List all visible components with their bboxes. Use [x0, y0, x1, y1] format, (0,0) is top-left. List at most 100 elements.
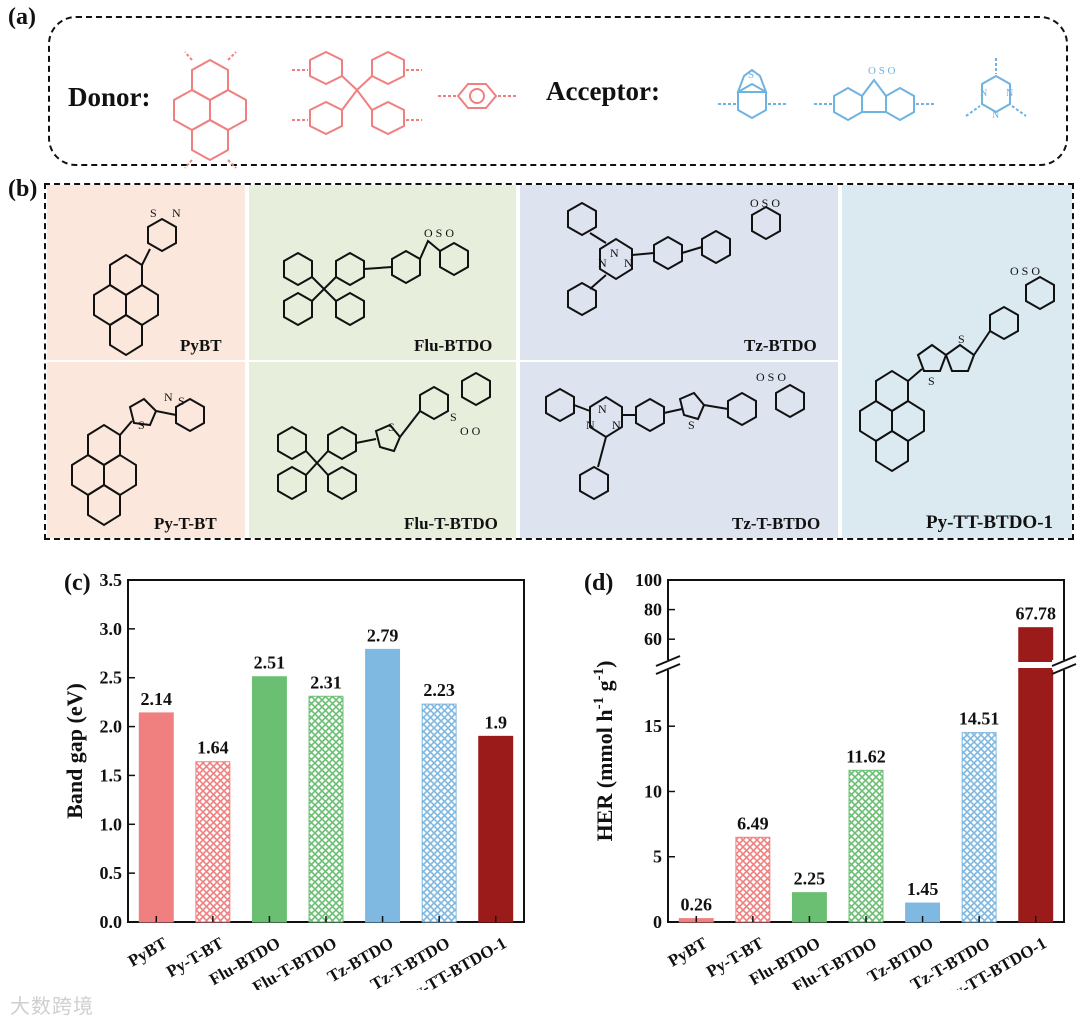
svg-text:N: N [624, 256, 633, 270]
band-gap-y-tick-label: 0.0 [100, 912, 123, 932]
her-data-label-flu-t-btdo: 11.62 [846, 746, 886, 766]
pybt-structure-icon [93, 217, 177, 357]
svg-text:S: S [388, 420, 395, 434]
svg-text:O S O: O S O [756, 370, 786, 384]
her-data-label-py-tt-btdo-1: 67.78 [1015, 604, 1056, 624]
her-y-axis-label-part: -1 [591, 697, 607, 710]
pyrene-donor-icon [173, 51, 247, 169]
band-gap-y-axis-label: Band gap (eV) [62, 683, 87, 819]
svg-text:S: S [150, 206, 157, 220]
her-y-tick-label: 80 [644, 600, 662, 620]
py-t-bt-structure-icon [71, 397, 205, 527]
her-data-label-tz-btdo: 1.45 [907, 879, 939, 899]
svg-text:O S O: O S O [424, 226, 454, 240]
her-y-axis-label-part: -1 [591, 668, 607, 681]
donor-label: Donor: [68, 82, 151, 112]
tz-btdo-structure-icon [567, 201, 781, 317]
band-gap-bar-py-tt-btdo-1 [478, 735, 514, 923]
band-gap-y-tick-label: 1.5 [100, 765, 123, 785]
svg-text:N: N [1006, 88, 1013, 99]
her-axis-break-mark [1051, 655, 1077, 667]
svg-text:S: S [688, 418, 695, 432]
band-gap-y-tick-label: 3.0 [100, 619, 123, 639]
her-axis-break-gap [670, 662, 1062, 668]
building-blocks-box [48, 16, 1068, 166]
her-chart: 05101560801000.26PyBT6.49Py-T-BT2.25Flu-… [591, 570, 1077, 990]
her-y-tick-label: 15 [644, 716, 662, 736]
dibenzothiophene-sulfone-acceptor-icon [814, 78, 934, 122]
acceptor-s-atom: S [748, 69, 754, 81]
her-data-label-pybt: 0.26 [681, 895, 713, 915]
her-y-tick-label: 10 [644, 781, 662, 801]
her-axis-break-mask [656, 660, 680, 670]
panel-a-label: (a) [8, 4, 36, 30]
band-gap-data-label-tz-btdo: 2.79 [367, 625, 399, 645]
svg-text:N: N [172, 206, 181, 220]
spirobifluorene-donor-icon [292, 50, 422, 136]
band-gap-chart: 0.0 0.5 1.0 1.5 2.0 2.5 3.0 3.5 Band gap (eV) 2.1… [62, 570, 525, 990]
flu-t-btdo-structure-icon [277, 371, 491, 501]
svg-text:N: N [992, 110, 999, 121]
band-gap-y-tick-label: 3.5 [100, 570, 123, 590]
band-gap-bar-flu-btdo [251, 676, 287, 923]
her-axis-break-mask [1052, 660, 1076, 670]
watermark: 大数跨境 [10, 994, 94, 1018]
triazine-n-atoms: N [980, 88, 987, 99]
svg-text:N: N [586, 418, 595, 432]
structure-name-pybt: PyBT [180, 336, 222, 355]
band-gap-y-tick-label: 0.5 [100, 863, 123, 883]
her-bar-flu-t-btdo [848, 769, 884, 923]
svg-text:S: S [178, 394, 185, 408]
benzothiadiazole-acceptor-icon [718, 68, 786, 120]
her-axis-break-mark [655, 655, 681, 667]
svg-text:O S O: O S O [1010, 264, 1040, 278]
band-gap-data-label-py-tt-btdo-1: 1.9 [484, 712, 507, 732]
band-gap-bar-tz-btdo [365, 648, 401, 923]
her-y-axis-label-part: HER (mmol h [592, 709, 617, 841]
svg-text:S: S [928, 374, 935, 388]
panel-c-label: (c) [64, 570, 91, 596]
svg-text:N: N [612, 418, 621, 432]
band-gap-data-label-pybt: 2.14 [141, 689, 173, 709]
building-block-structures: S O S O N N N [173, 50, 1027, 169]
svg-text:N: N [598, 256, 607, 270]
panel-b-label: (b) [8, 176, 38, 202]
tz-t-btdo-structure-icon [545, 383, 805, 501]
band-gap-y-tick-label: 1.0 [100, 814, 123, 834]
acceptor-label: Acceptor: [546, 76, 660, 106]
her-y-tick-label: 0 [653, 912, 662, 932]
structure-name-flu-btdo: Flu-BTDO [414, 336, 493, 355]
svg-text:N: N [610, 246, 619, 260]
panel-d-label: (d) [584, 570, 614, 596]
structure-name-tz-t-btdo: Tz-T-BTDO [732, 514, 821, 533]
band-gap-y-tick-label: 2.5 [100, 668, 123, 688]
her-axis-break-mark [1051, 663, 1077, 675]
structure-name-tz-btdo: Tz-BTDO [744, 336, 817, 355]
band-gap-data-label-tz-t-btdo: 2.23 [423, 680, 455, 700]
benzene-donor-icon [438, 83, 516, 109]
her-data-label-flu-btdo: 2.25 [794, 869, 826, 889]
her-y-tick-label: 5 [653, 847, 662, 867]
her-bar-py-t-bt [735, 836, 771, 923]
svg-text:S: S [138, 418, 145, 432]
her-data-label-tz-t-btdo: 14.51 [959, 709, 1000, 729]
her-axis-break-mark [655, 663, 681, 675]
her-y-axis-label-part: ) [592, 661, 617, 668]
triazine-acceptor-icon [965, 58, 1027, 117]
svg-text:S: S [450, 410, 457, 424]
band-gap-data-label-flu-t-btdo: 2.31 [310, 672, 342, 692]
svg-text:N: N [598, 402, 607, 416]
svg-text:S: S [958, 332, 965, 346]
structure-name-py-t-bt: Py-T-BT [154, 514, 217, 533]
acceptor-so2-atoms: O S O [868, 65, 896, 77]
band-gap-bar-py-t-bt [195, 761, 231, 923]
band-gap-data-label-py-t-bt: 1.64 [197, 738, 229, 758]
band-gap-bar-flu-t-btdo [308, 695, 344, 923]
band-gap-data-label-flu-btdo: 2.51 [254, 653, 286, 673]
band-gap-bar-tz-t-btdo [421, 703, 457, 923]
structure-name-flu-t-btdo: Flu-T-BTDO [404, 514, 498, 533]
svg-text:O O: O O [460, 424, 481, 438]
her-y-axis-label-part: g [592, 680, 617, 697]
her-y-tick-label: 100 [635, 570, 662, 590]
band-gap-y-tick-label: 2.0 [100, 717, 123, 737]
